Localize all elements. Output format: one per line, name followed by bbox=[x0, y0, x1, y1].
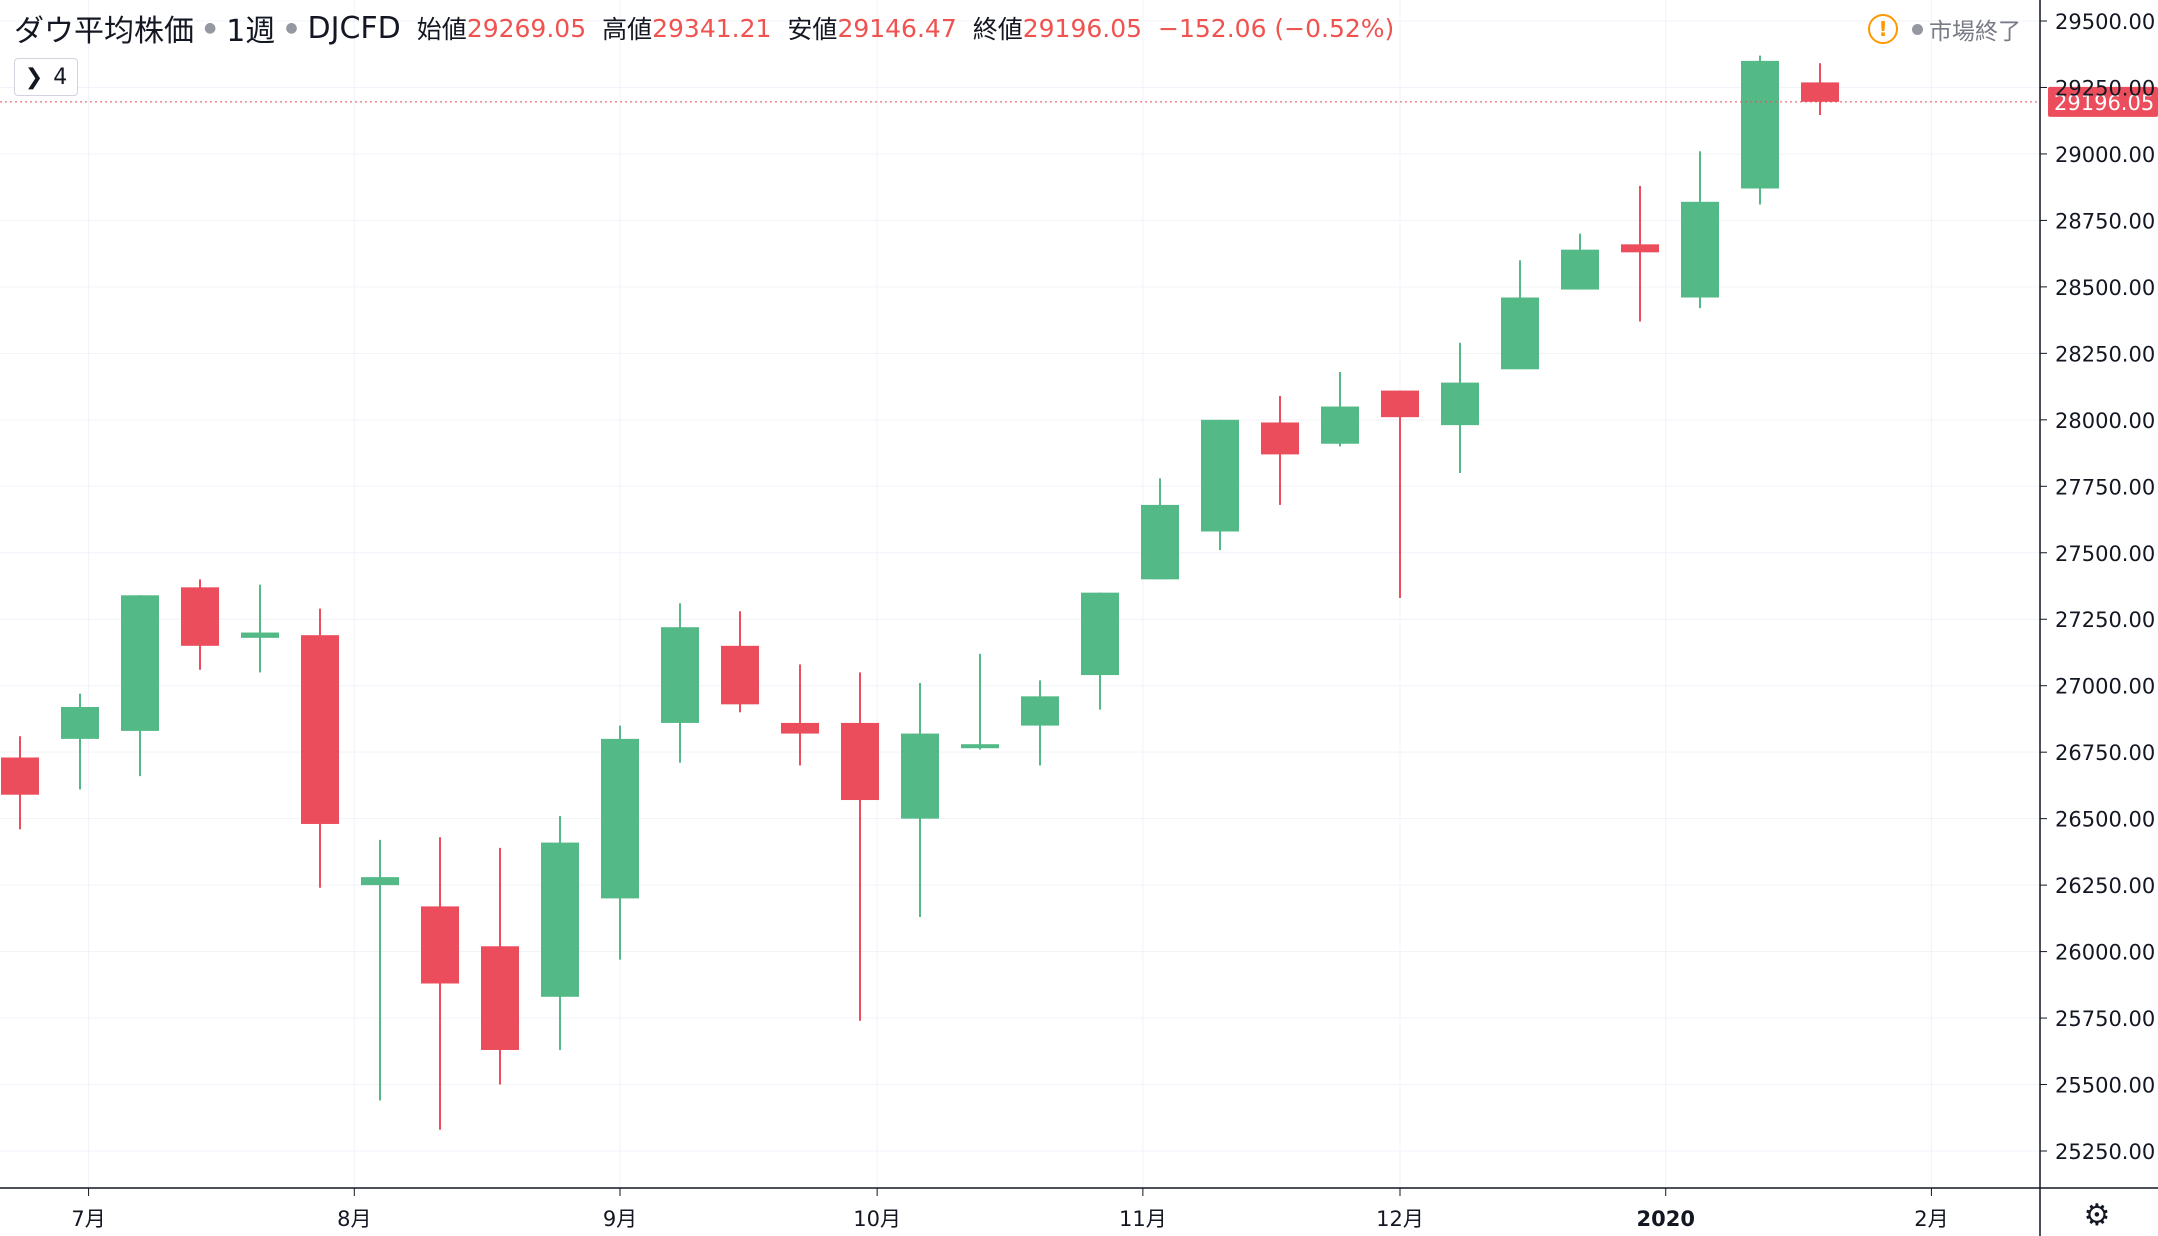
candle-body bbox=[181, 587, 219, 646]
separator-dot: ● bbox=[285, 20, 298, 36]
candle-body bbox=[1741, 60, 1779, 189]
candle-body bbox=[1, 757, 39, 795]
y-tick-label: 27000.00 bbox=[2055, 675, 2155, 699]
chart-legend: ダウ平均株価 ● 1週 ● DJCFD 始値 29269.05 高値 29341.2… bbox=[14, 8, 1395, 50]
low-value: 29146.47 bbox=[837, 13, 957, 43]
warning-icon[interactable]: ! bbox=[1868, 14, 1898, 44]
y-tick-label: 25250.00 bbox=[2055, 1140, 2155, 1164]
candle-body bbox=[481, 946, 519, 1050]
close-label: 終値 bbox=[972, 15, 1023, 44]
candle-body bbox=[661, 627, 699, 723]
candle-body bbox=[121, 595, 159, 731]
y-tick-label: 29250.00 bbox=[2055, 76, 2155, 100]
candle-body bbox=[1141, 504, 1179, 580]
y-tick-label: 26750.00 bbox=[2055, 741, 2155, 765]
y-tick-label: 28250.00 bbox=[2055, 342, 2155, 366]
close-value: 29196.05 bbox=[1022, 13, 1143, 43]
candle-body bbox=[1621, 244, 1659, 253]
x-tick-label: 10月 bbox=[853, 1207, 901, 1231]
candle-body bbox=[961, 744, 999, 749]
open-value: 29269.05 bbox=[466, 13, 587, 43]
grid-lines bbox=[0, 0, 2040, 1188]
indicator-count: 4 bbox=[53, 64, 68, 90]
indicators-toggle-button[interactable]: ❯ 4 bbox=[14, 58, 78, 96]
candle-body bbox=[1501, 297, 1539, 370]
status-dot-icon bbox=[1912, 23, 1923, 35]
y-tick-label: 27250.00 bbox=[2055, 608, 2155, 632]
y-tick-label: 26250.00 bbox=[2055, 874, 2155, 898]
candle-body bbox=[421, 906, 459, 984]
y-tick-label: 25750.00 bbox=[2055, 1007, 2155, 1031]
candle-body bbox=[61, 706, 99, 739]
candle-body bbox=[601, 738, 639, 899]
last-price-label: 29196.05 bbox=[2054, 91, 2154, 115]
candle-body bbox=[901, 733, 939, 819]
candle-body bbox=[1561, 249, 1599, 290]
candle-body bbox=[781, 722, 819, 734]
time-axis[interactable]: 7月 8月 9月 10月 11月 12月 2020 2月 bbox=[71, 1188, 1949, 1231]
candle-body bbox=[1261, 422, 1299, 455]
candles bbox=[1, 55, 1839, 1130]
candle-body bbox=[1321, 406, 1359, 444]
low-label: 安値 bbox=[787, 15, 838, 44]
interval-label[interactable]: 1週 bbox=[226, 14, 276, 49]
candle-body bbox=[841, 722, 879, 801]
settings-gear-icon[interactable]: ⚙ bbox=[2083, 1198, 2111, 1233]
candle-body bbox=[1441, 382, 1479, 426]
x-tick-label: 2020 bbox=[1636, 1207, 1694, 1231]
x-tick-label: 2月 bbox=[1914, 1207, 1948, 1231]
y-tick-label: 27500.00 bbox=[2055, 542, 2155, 566]
y-tick-label: 27750.00 bbox=[2055, 475, 2155, 499]
chevron-right-icon: ❯ bbox=[24, 64, 44, 90]
candle-body bbox=[1381, 390, 1419, 418]
candle-body bbox=[541, 842, 579, 997]
candle-body bbox=[1201, 419, 1239, 532]
candle-body bbox=[301, 635, 339, 824]
y-tick-label: 29000.00 bbox=[2055, 143, 2155, 167]
change-value: −152.06 (−0.52%) bbox=[1158, 13, 1395, 43]
last-price-label-bg bbox=[2048, 86, 2158, 117]
separator-dot: ● bbox=[204, 20, 217, 36]
y-tick-label: 26500.00 bbox=[2055, 808, 2155, 832]
market-status[interactable]: ! 市場終了 bbox=[1868, 12, 2021, 46]
candle-body bbox=[1681, 201, 1719, 298]
y-tick-label: 28500.00 bbox=[2055, 276, 2155, 300]
x-tick-label: 9月 bbox=[603, 1207, 637, 1231]
symbol-name[interactable]: ダウ平均株価 bbox=[14, 14, 194, 49]
y-tick-label: 29500.00 bbox=[2055, 10, 2155, 34]
market-status-text: 市場終了 bbox=[1929, 19, 2021, 45]
open-label: 始値 bbox=[416, 15, 467, 44]
candle-body bbox=[1801, 82, 1839, 102]
y-tick-label: 28000.00 bbox=[2055, 409, 2155, 433]
price-axis[interactable]: 25250.00 25500.00 25750.00 26000.00 26250.00… bbox=[2040, 10, 2155, 1164]
x-tick-label: 12月 bbox=[1376, 1207, 1424, 1231]
y-tick-label: 28750.00 bbox=[2055, 209, 2155, 233]
high-label: 高値 bbox=[602, 15, 653, 44]
y-tick-label: 26000.00 bbox=[2055, 941, 2155, 965]
x-tick-label: 8月 bbox=[337, 1207, 371, 1231]
x-tick-label: 11月 bbox=[1119, 1207, 1167, 1231]
candle-body bbox=[721, 645, 759, 705]
candle-body bbox=[1081, 592, 1119, 676]
ticker-label: DJCFD bbox=[307, 10, 401, 46]
candle-body bbox=[241, 632, 279, 638]
y-tick-label: 25500.00 bbox=[2055, 1074, 2155, 1098]
candle-body bbox=[1021, 696, 1059, 726]
candle-body bbox=[361, 877, 399, 886]
x-tick-label: 7月 bbox=[71, 1207, 105, 1231]
high-value: 29341.21 bbox=[652, 13, 772, 43]
